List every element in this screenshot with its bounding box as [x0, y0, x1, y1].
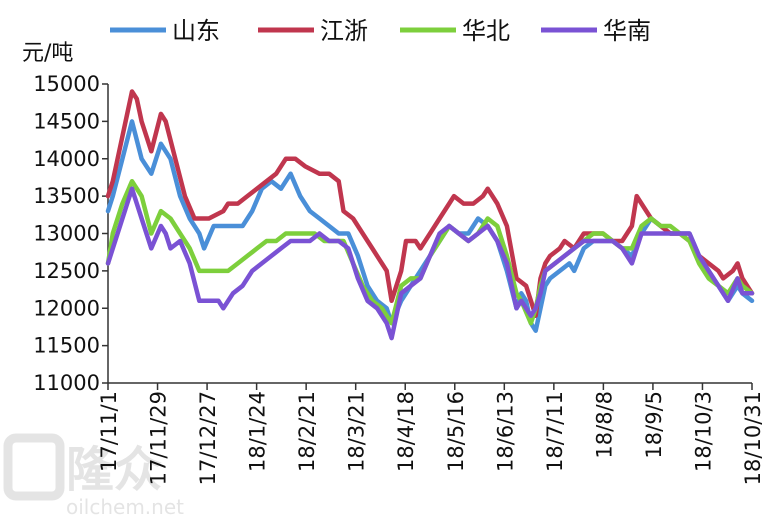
y-tick-label: 11000	[33, 371, 100, 395]
x-tick-label: 18/3/21	[345, 391, 369, 472]
watermark-subtext: oilchem.net	[66, 495, 184, 519]
legend-label-1: 山东	[172, 17, 220, 45]
y-tick-label: 14500	[33, 109, 100, 133]
x-tick-label: 18/5/16	[444, 391, 468, 472]
x-tick-label: 18/8/8	[592, 391, 616, 459]
watermark-text: 隆众	[66, 442, 162, 498]
y-tick-label: 15000	[33, 72, 100, 96]
y-tick-label: 11500	[33, 334, 100, 358]
x-tick-label: 18/4/18	[394, 391, 418, 472]
x-tick-label: 18/1/24	[246, 391, 270, 472]
x-tick-label: 17/12/27	[196, 391, 220, 485]
x-tick-label: 18/10/31	[741, 391, 765, 485]
y-tick-label: 12000	[33, 296, 100, 320]
x-tick-label: 18/10/3	[691, 391, 715, 472]
x-tick-label: 17/11/29	[147, 391, 171, 485]
y-tick-label: 13500	[33, 184, 100, 208]
chart-legend: 山东 江浙 华北 华南	[110, 17, 651, 45]
legend-label-3: 华北	[462, 17, 510, 45]
series-line-2	[105, 89, 755, 318]
x-tick-label: 18/6/13	[493, 391, 517, 472]
chart-series-lines	[105, 89, 755, 341]
y-tick-label: 12500	[33, 259, 100, 283]
y-tick-label: 13000	[33, 222, 100, 246]
x-tick-label: 18/9/5	[642, 391, 666, 459]
series-line-4	[105, 186, 755, 341]
chart-axes: 11000 11500 12000 12500 13000 13500 14000 14500…	[33, 72, 765, 485]
series-line-3	[105, 178, 755, 326]
x-tick-label: 18/2/21	[295, 391, 319, 472]
legend-label-4: 华南	[603, 17, 651, 45]
y-tick-label: 14000	[33, 147, 100, 171]
x-tick-label: 18/7/11	[543, 391, 567, 472]
y-axis-unit-label: 元/吨	[22, 41, 73, 66]
x-tick-label: 17/11/1	[97, 391, 121, 472]
legend-label-2: 江浙	[320, 17, 368, 45]
watermark-logo-mark	[3, 433, 65, 501]
watermark-logo: 隆众 oilchem.net	[3, 433, 184, 519]
